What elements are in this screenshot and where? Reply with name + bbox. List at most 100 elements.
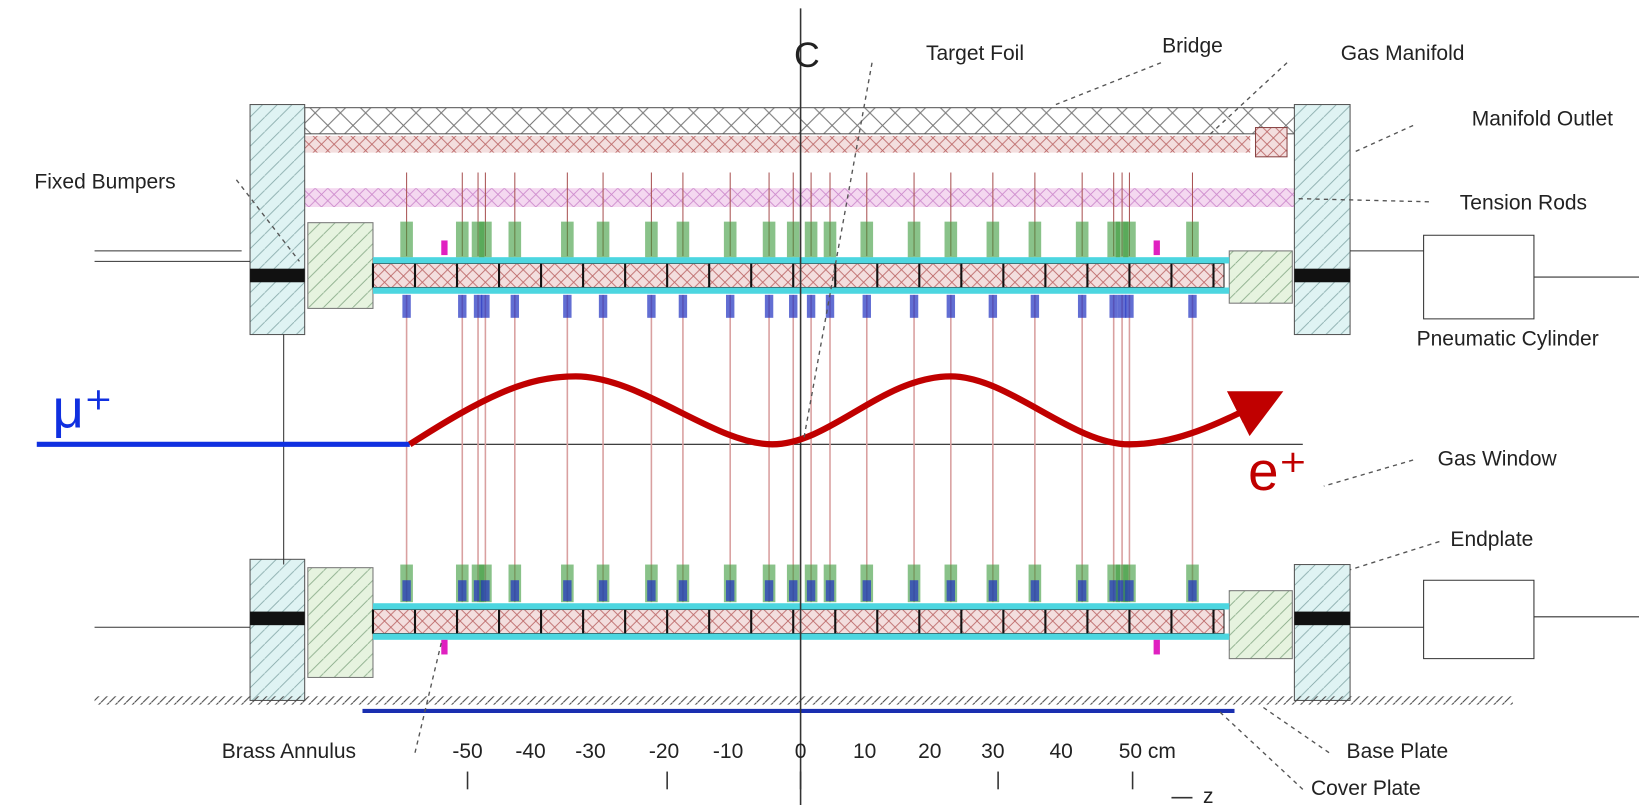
- chamber-blob: [510, 580, 520, 602]
- chamber-blob: [1123, 221, 1136, 258]
- label: Gas Window: [1438, 448, 1558, 471]
- chamber-blob: [725, 580, 735, 602]
- chamber-blob: [1077, 580, 1087, 602]
- scale-label: 10: [853, 740, 876, 763]
- scale-label: -20: [649, 740, 679, 763]
- bumper-bar: [1294, 611, 1351, 626]
- positron-label: e⁺: [1248, 441, 1307, 502]
- brass-annulus: [1153, 639, 1160, 655]
- label: Fixed Bumpers: [34, 171, 175, 194]
- gas-manifold-band: [304, 135, 1251, 153]
- chamber-blob: [645, 221, 658, 258]
- chamber-blob: [479, 221, 492, 258]
- chamber-blob: [402, 580, 411, 602]
- bumper-bar: [250, 611, 305, 626]
- label: z: [1203, 785, 1214, 805]
- chamber-blob: [806, 294, 816, 318]
- muon-label: μ⁺: [53, 378, 113, 439]
- chamber-blob: [825, 580, 835, 602]
- scale-label: 0: [795, 740, 807, 763]
- chamber-blob: [786, 221, 800, 258]
- scale-label: 30: [981, 740, 1004, 763]
- chamber-blob: [804, 221, 818, 258]
- chamber-blob: [789, 580, 798, 602]
- chamber-blob: [561, 221, 574, 258]
- chamber-blob: [563, 294, 572, 318]
- scale-label: -30: [575, 740, 605, 763]
- bumper: [1228, 590, 1293, 660]
- right-endplate-top: [1293, 104, 1351, 336]
- positron-track: [408, 373, 1284, 448]
- brass-annulus: [441, 240, 448, 256]
- scale-label: 40: [1049, 740, 1072, 763]
- chamber-blob: [481, 580, 490, 602]
- chamber-blob: [481, 294, 490, 318]
- chamber-blob: [1188, 580, 1197, 602]
- chamber-blob: [725, 294, 735, 318]
- brass-annulus: [441, 639, 448, 655]
- chamber-blob: [473, 580, 483, 602]
- chamber-blob: [678, 294, 688, 318]
- bumper: [307, 567, 374, 678]
- chamber-blob: [988, 580, 998, 602]
- module-stack: [372, 608, 1225, 635]
- scale-label: -40: [515, 740, 545, 763]
- centerline-label: C: [794, 35, 820, 75]
- chamber-blob: [508, 221, 522, 258]
- chamber-blob: [473, 294, 483, 318]
- chamber-blob: [1075, 221, 1089, 258]
- chamber-blob: [1030, 580, 1040, 602]
- chamber-blob: [647, 580, 656, 602]
- label: Base Plate: [1347, 740, 1449, 763]
- bumper: [307, 222, 374, 309]
- label: Bridge: [1162, 35, 1223, 58]
- chamber-blob: [458, 294, 467, 318]
- chamber-blob: [596, 221, 610, 258]
- chamber-blob: [1125, 580, 1134, 602]
- scale-label: 50 cm: [1119, 740, 1176, 763]
- chamber-blob: [598, 294, 608, 318]
- manifold-box: [1254, 127, 1288, 158]
- chamber-blob: [1188, 294, 1197, 318]
- label: Brass Annulus: [222, 740, 356, 763]
- chamber-blob: [764, 580, 774, 602]
- chamber-blob: [909, 294, 919, 318]
- chamber-blob: [647, 294, 656, 318]
- label: Manifold Outlet: [1472, 108, 1613, 131]
- chamber-blob: [806, 580, 816, 602]
- detector-structure: [94, 8, 1639, 805]
- label: Pneumatic Cylinder: [1417, 327, 1599, 350]
- chamber-blob: [909, 580, 919, 602]
- chamber-blob: [862, 580, 871, 602]
- bumper-bar: [1294, 268, 1351, 283]
- bumper-bar: [250, 268, 305, 283]
- leaders: [235, 62, 1440, 790]
- chamber-blob: [563, 580, 572, 602]
- chamber-blob: [1077, 294, 1087, 318]
- chamber-blob: [402, 294, 411, 318]
- bumper: [1228, 250, 1293, 304]
- chamber-blob: [946, 294, 956, 318]
- chamber-blob: [1125, 294, 1134, 318]
- chamber-blob: [988, 294, 998, 318]
- label: Target Foil: [926, 42, 1024, 65]
- chamber-blob: [458, 580, 467, 602]
- chamber-blob: [723, 221, 737, 258]
- chamber-blob: [944, 221, 958, 258]
- chamber-blob: [676, 221, 690, 258]
- left-endplate-top: [249, 104, 306, 336]
- chamber-blob: [1117, 294, 1127, 318]
- right-endplate-bottom: [1293, 564, 1351, 701]
- chamber-blob: [455, 221, 469, 258]
- label: Endplate: [1450, 528, 1533, 551]
- scale-label: 20: [918, 740, 941, 763]
- label: Tension Rods: [1460, 191, 1587, 214]
- module-stack: [372, 262, 1225, 289]
- chamber-blob: [510, 294, 520, 318]
- label: Cover Plate: [1311, 777, 1421, 800]
- chamber-blob: [823, 221, 837, 258]
- chamber-blob: [1028, 221, 1042, 258]
- cylinders: [94, 234, 1639, 660]
- chamber-blob: [400, 221, 413, 258]
